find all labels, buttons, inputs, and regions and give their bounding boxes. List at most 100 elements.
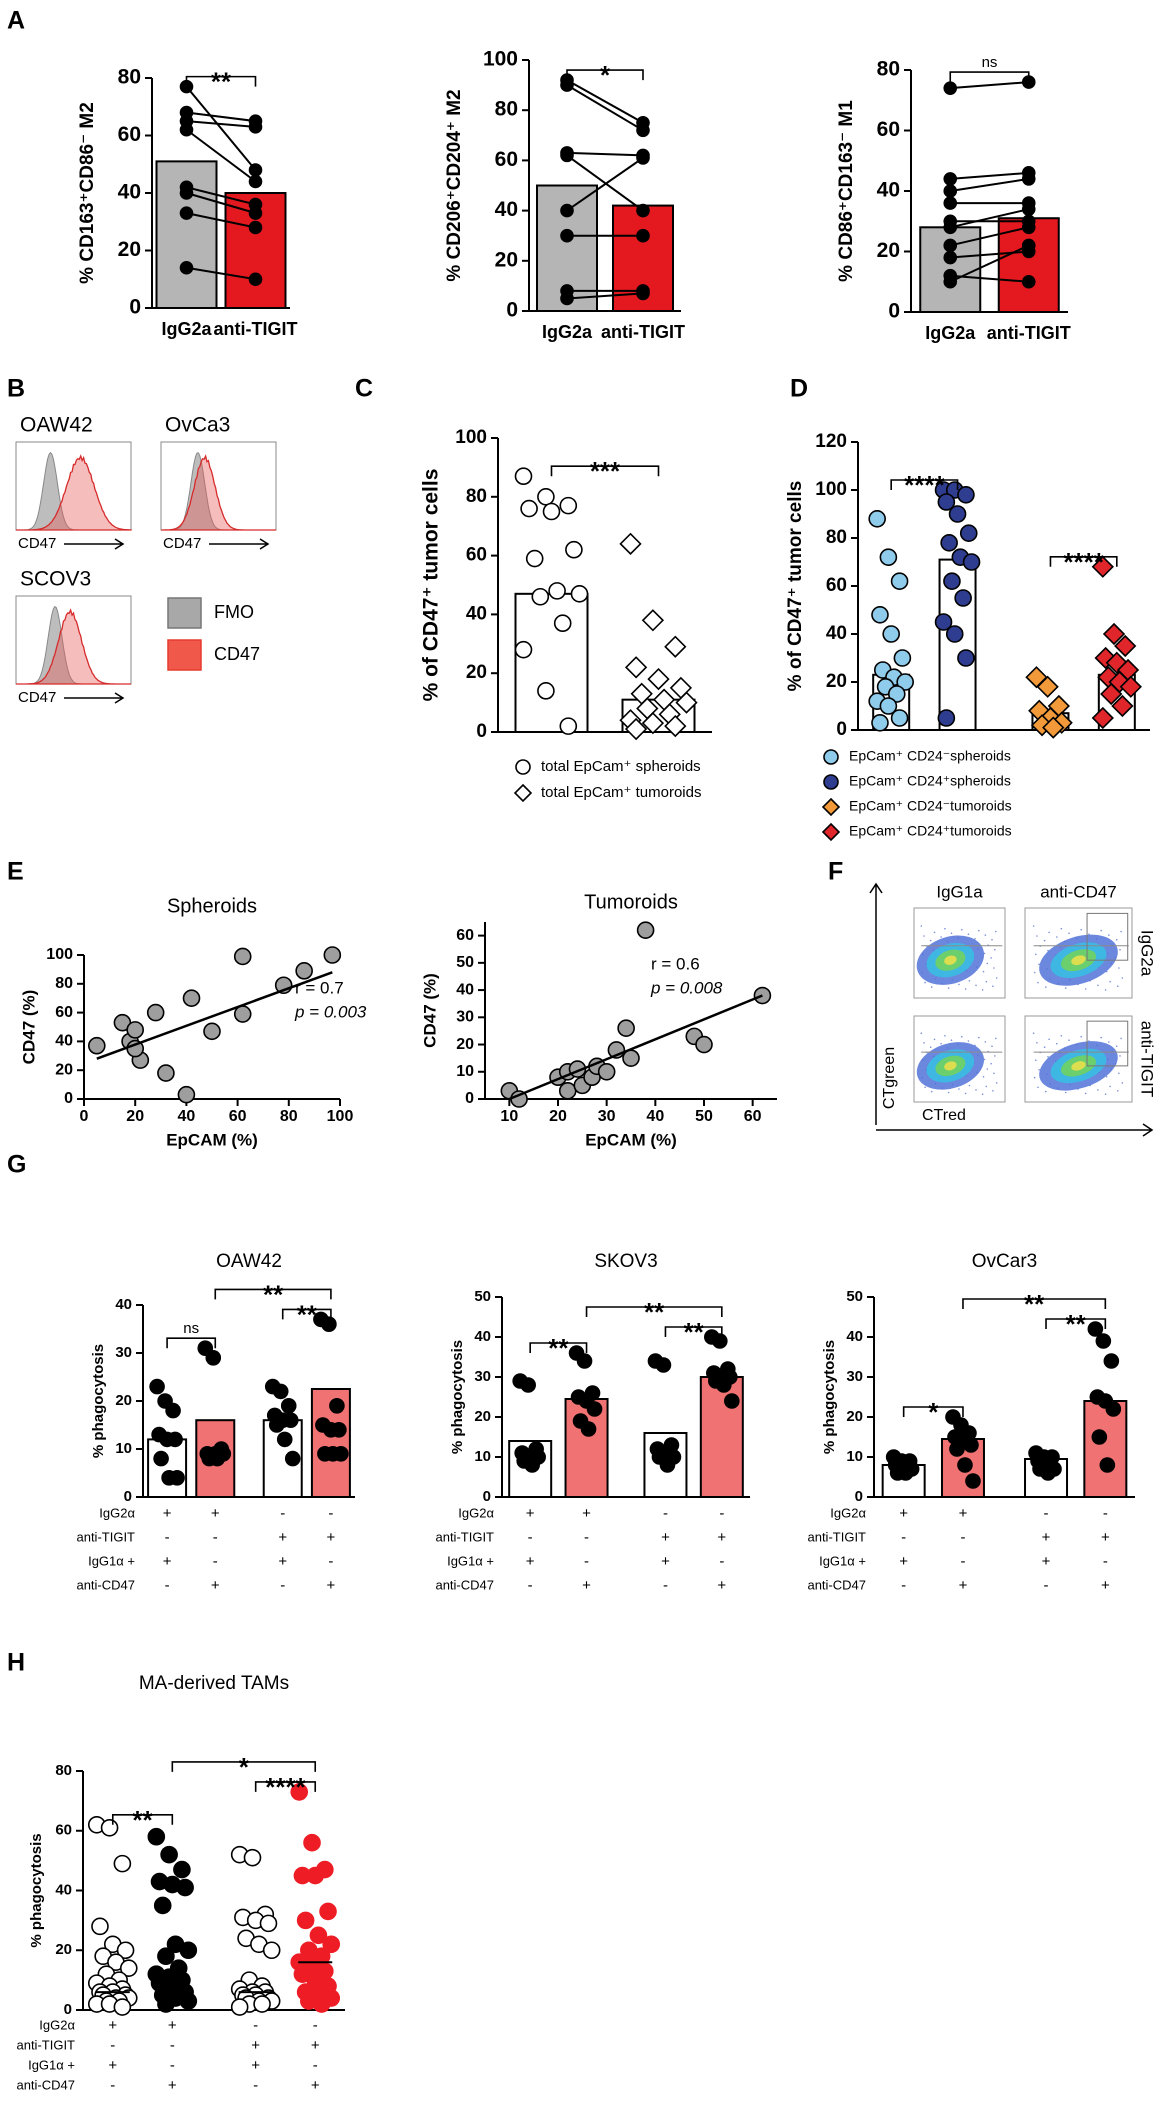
data-point: [179, 206, 194, 220]
significance-bracket: [550, 465, 660, 477]
condition-sign: +: [717, 1577, 726, 1594]
y-tick-label: 60: [55, 1822, 72, 1839]
data-point: [945, 625, 964, 643]
data-point: [149, 1378, 165, 1395]
data-point: [959, 524, 978, 543]
data-point: [321, 1316, 337, 1332]
flow-dot: [1120, 930, 1122, 933]
data-point: [153, 1450, 169, 1467]
y-tick-label: 0: [855, 1488, 863, 1505]
data-point: [957, 485, 975, 504]
condition-sign: -: [165, 1529, 170, 1546]
data-point: [284, 1450, 301, 1467]
y-tick-label: 20: [877, 239, 900, 262]
x-tick-label: 60: [229, 1108, 247, 1125]
flow-dot: [950, 932, 953, 935]
data-point: [153, 1896, 172, 1915]
data-point: [1021, 274, 1036, 289]
condition-sign: +: [1101, 1529, 1110, 1546]
significance-bracket: [890, 479, 959, 490]
y-tick-label: 60: [118, 123, 141, 146]
data-point: [1111, 694, 1134, 718]
flow-dot: [961, 928, 963, 931]
flow-dot: [920, 1032, 923, 1034]
data-point: [624, 656, 648, 679]
pair-line: [186, 111, 256, 123]
data-point: [868, 509, 886, 528]
y-tick-label: 60: [466, 545, 487, 566]
significance-label: **: [1066, 1309, 1087, 1339]
data-point: [322, 1935, 341, 1954]
flow-dot: [984, 1041, 987, 1043]
condition-sign: +: [168, 2077, 177, 2094]
data-point: [268, 1417, 285, 1433]
y-tick-label: 80: [877, 58, 900, 81]
condition-sign: -: [328, 1505, 333, 1522]
data-point: [948, 505, 967, 523]
x-axis-label: EpCAM (%): [166, 1130, 258, 1149]
bar: [1083, 1400, 1128, 1498]
pair-line: [186, 192, 256, 215]
condition-sign: -: [313, 2017, 318, 2034]
data-point: [147, 1827, 166, 1846]
condition-sign: +: [311, 2077, 320, 2094]
histogram-arrow: [64, 692, 125, 704]
data-point: [559, 496, 578, 515]
y-tick-label: 50: [474, 1288, 491, 1305]
flow-dot: [1045, 1090, 1047, 1093]
y-tick-label: 80: [118, 66, 141, 89]
condition-sign: +: [108, 2017, 117, 2034]
flow-dot: [1080, 1035, 1082, 1038]
flow-dot: [994, 948, 996, 951]
y-tick-label: 0: [476, 721, 487, 742]
y-tick-label: 20: [826, 671, 847, 692]
condition-label: IgG1α +: [819, 1553, 866, 1568]
y-tick-label: 10: [846, 1448, 863, 1465]
flow-dot: [958, 983, 960, 986]
flow-dot: [967, 933, 970, 935]
flow-dot: [1097, 984, 1099, 987]
flow-dot: [1100, 1036, 1102, 1039]
flow-dot: [1043, 1046, 1046, 1048]
data-point: [597, 1062, 616, 1081]
data-point: [716, 1377, 732, 1393]
data-point: [570, 585, 589, 603]
flow-x-label: CTred: [922, 1107, 966, 1124]
flow-dot: [993, 967, 995, 969]
condition-sign: -: [253, 2017, 258, 2034]
chart-title: OvCar3: [972, 1251, 1037, 1272]
significance-bracket: [111, 1813, 174, 1825]
y-tick-label: 40: [877, 179, 900, 202]
data-point: [323, 946, 342, 964]
data-point: [560, 228, 574, 243]
flow-dot: [1037, 981, 1039, 984]
data-point: [205, 1350, 222, 1366]
data-point: [113, 1854, 132, 1873]
flow-dot: [1038, 963, 1040, 966]
flow-dot: [1037, 1086, 1039, 1089]
x-tick-label: anti-TIGIT: [987, 323, 1071, 343]
flow-dot: [929, 1046, 932, 1048]
condition-sign: -: [170, 2037, 175, 2054]
flow-dot: [1048, 1038, 1050, 1041]
data-point: [641, 712, 665, 735]
x-tick-label: 10: [500, 1108, 518, 1125]
pair-line: [566, 292, 644, 300]
significance-bracket: [1049, 556, 1118, 567]
significance-bracket: [962, 1298, 1107, 1309]
condition-sign: +: [211, 1577, 220, 1594]
annotation: r = 0.7: [295, 978, 344, 997]
data-point: [943, 220, 958, 235]
flow-dot: [1045, 986, 1047, 988]
flow-dot: [930, 1090, 933, 1093]
condition-sign: +: [1042, 1553, 1051, 1570]
data-point: [525, 549, 544, 568]
condition-sign: +: [163, 1505, 172, 1522]
y-tick-label: 20: [456, 1036, 474, 1053]
data-point: [309, 1926, 328, 1945]
data-point: [553, 614, 572, 633]
y-tick-label: 0: [888, 300, 900, 323]
flow-row-label: anti-TIGIT: [1138, 1021, 1157, 1098]
data-point: [957, 649, 975, 667]
